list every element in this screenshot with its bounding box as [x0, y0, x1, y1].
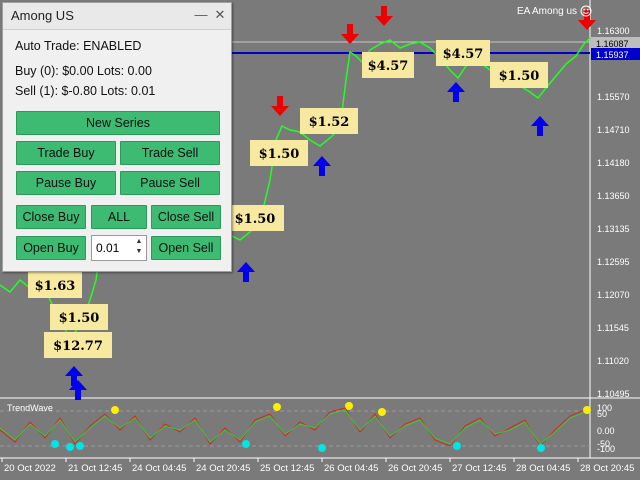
time-tick-label: 20 Oct 2022: [4, 463, 56, 474]
ea-label: EA Among us: [517, 6, 578, 17]
indicator-tick-label: 100: [597, 403, 612, 413]
blue-price-tag: 1.15937: [596, 50, 629, 60]
buy-arrow-icon: [65, 366, 83, 386]
lots-stepper[interactable]: 0.01 ▲ ▼: [91, 235, 147, 261]
profit-label-box: [250, 140, 308, 166]
sell-arrow-icon: [271, 96, 289, 116]
buy-arrow-icon: [237, 262, 255, 282]
panel-title: Among US: [11, 8, 74, 23]
price-tick-label: 1.11020: [597, 356, 629, 366]
close-buy-button[interactable]: Close Buy: [16, 205, 86, 229]
profit-label-text: $1.52: [309, 115, 350, 130]
pause-buy-button[interactable]: Pause Buy: [16, 171, 116, 195]
indicator-tick-label: -50: [597, 439, 610, 449]
open-sell-button[interactable]: Open Sell: [151, 236, 221, 260]
close-sell-button[interactable]: Close Sell: [151, 205, 221, 229]
profit-label-box: [436, 40, 490, 66]
profit-label-text: $1.63: [35, 279, 76, 294]
price-tick-label: 1.12070: [597, 290, 630, 300]
price-axis: 1.16300 1.15570 1.14710 1.14180 1.13650 1.131…: [597, 26, 630, 399]
lots-value: 0.01: [96, 241, 120, 255]
grey-price-tag: 1.16087: [596, 39, 629, 49]
buy-arrow-icon: [531, 116, 549, 136]
sell-arrow-icon: [375, 6, 393, 26]
ea-control-panel: Among US — ✕ Auto Trade: ENABLED Buy (0)…: [2, 2, 232, 272]
profit-label-text: $1.50: [259, 147, 300, 162]
profit-label-box: [362, 52, 414, 78]
sell-arrow-icon: [341, 24, 359, 44]
sell-arrow-icon: [578, 10, 596, 30]
price-tick-label: 1.13135: [597, 224, 630, 234]
close-all-button[interactable]: ALL: [91, 205, 147, 229]
time-tick-label: 26 Oct 20:45: [388, 463, 442, 474]
time-tick-label: 28 Oct 20:45: [580, 463, 634, 474]
time-tick-label: 24 Oct 20:45: [196, 463, 250, 474]
open-buy-button[interactable]: Open Buy: [16, 236, 86, 260]
panel-titlebar[interactable]: Among US — ✕: [3, 3, 231, 30]
pause-sell-button[interactable]: Pause Sell: [120, 171, 220, 195]
price-tick-label: 1.14710: [597, 125, 630, 135]
trade-sell-button[interactable]: Trade Sell: [120, 141, 220, 165]
smiley-icon: [580, 5, 592, 17]
price-tick-label: 1.14180: [597, 158, 630, 168]
profit-label-box: [44, 332, 112, 358]
price-tick-label: 1.13650: [597, 191, 630, 201]
close-icon[interactable]: ✕: [214, 7, 226, 22]
price-tick-label: 1.10495: [597, 389, 630, 399]
spinner-arrows-icon[interactable]: ▲ ▼: [135, 238, 143, 255]
profit-label-box: [226, 205, 284, 231]
profit-label-box: [50, 304, 108, 330]
trade-buy-button[interactable]: Trade Buy: [16, 141, 116, 165]
price-tick-label: 1.15570: [597, 92, 630, 102]
time-tick-label: 25 Oct 12:45: [260, 463, 314, 474]
new-series-button[interactable]: New Series: [16, 111, 220, 135]
profit-label-text: $12.77: [53, 339, 103, 354]
profit-label-box: [300, 108, 358, 134]
profit-label-text: $4.57: [368, 59, 409, 74]
indicator-tick-label: 50: [597, 409, 607, 419]
time-tick-label: 28 Oct 04:45: [516, 463, 570, 474]
buy-status: Buy (0): $0.00 Lots: 0.00: [15, 64, 152, 78]
price-tick-label: 1.12595: [597, 257, 630, 267]
signal-arrows: [65, 6, 596, 400]
price-tick-label: 1.11545: [597, 323, 629, 333]
indicator-tick-label: 0.00: [597, 426, 615, 436]
trendwave-dots: [51, 402, 591, 452]
trendwave-green-line: [0, 409, 586, 445]
indicator-tick-label: -100: [597, 444, 615, 454]
buy-arrow-icon: [313, 156, 331, 176]
time-tick-label: 26 Oct 04:45: [324, 463, 378, 474]
time-tick-label: 24 Oct 04:45: [132, 463, 186, 474]
buy-arrow-icon: [69, 380, 87, 400]
time-tick-label: 21 Oct 12:45: [68, 463, 122, 474]
price-tick-label: 1.16300: [597, 26, 630, 36]
minimize-icon[interactable]: —: [194, 7, 208, 22]
auto-trade-status: Auto Trade: ENABLED: [15, 39, 142, 53]
indicator-label: TrendWave: [7, 403, 53, 413]
time-tick-label: 27 Oct 12:45: [452, 463, 506, 474]
buy-arrow-icon: [447, 82, 465, 102]
profit-label-text: $1.50: [59, 311, 100, 326]
sell-status: Sell (1): $-0.80 Lots: 0.01: [15, 84, 156, 98]
profit-label-box: [28, 272, 82, 298]
profit-label-text: $4.57: [443, 47, 484, 62]
profit-label-text: $1.50: [235, 212, 276, 227]
profit-labels: $1.63 $1.50 $12.77 $1.50 $1.50 $1.52 $4.57 $4.5…: [28, 40, 548, 358]
time-axis: 20 Oct 2022 21 Oct 12:45 24 Oct 04:45 24 Oc…: [1, 458, 634, 474]
profit-label-box: [490, 62, 548, 88]
profit-label-text: $1.50: [499, 69, 540, 84]
